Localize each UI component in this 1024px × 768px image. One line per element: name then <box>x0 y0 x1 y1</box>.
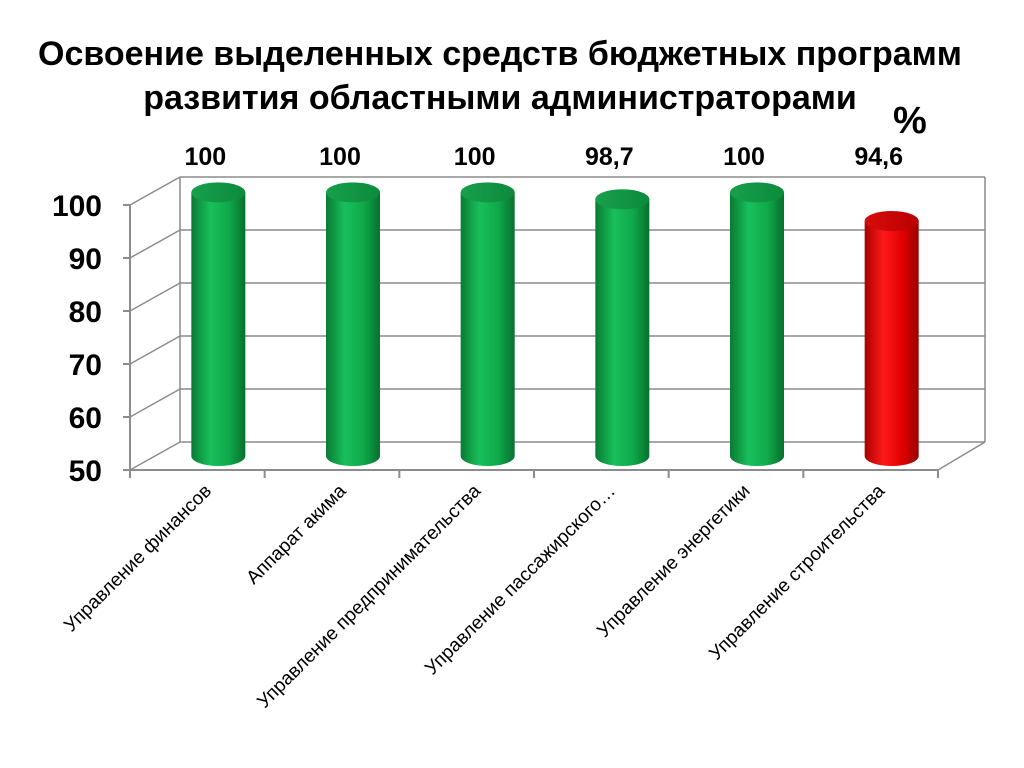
gridline-side <box>129 229 181 259</box>
data-label: 100 <box>723 143 765 171</box>
bar-5 <box>730 182 784 466</box>
gridlines <box>129 176 986 471</box>
y-tick-label: 50 <box>69 455 102 488</box>
bar-top <box>326 182 380 203</box>
axes: 50 60 70 80 90 100 <box>52 190 939 488</box>
gridline-side <box>129 441 181 471</box>
bar-6 <box>864 211 919 467</box>
unit-label: % <box>893 100 927 142</box>
category-label: Аппарат акима <box>243 480 351 588</box>
gridline-side <box>129 176 181 206</box>
bar-body <box>864 221 919 467</box>
category-label: Управление предпринимательства <box>253 480 485 712</box>
y-tick-label: 60 <box>69 402 102 435</box>
bar-body <box>595 199 650 467</box>
data-label: 100 <box>184 143 226 171</box>
y-tick-label: 70 <box>69 349 102 382</box>
bar-top <box>864 211 919 232</box>
category-label: Управление финансов <box>60 481 216 637</box>
y-tick-label: 80 <box>69 296 102 329</box>
data-label: 100 <box>454 143 496 171</box>
floor-right-edge <box>937 441 986 471</box>
y-tick-label: 90 <box>69 243 102 276</box>
bar-top <box>595 189 650 210</box>
gridline-side <box>129 388 181 418</box>
bar-1 <box>191 182 246 467</box>
bar-body <box>326 192 380 466</box>
bar-4 <box>595 189 650 467</box>
bar-top <box>460 182 515 203</box>
bar-2 <box>326 182 380 466</box>
y-tick-label: 100 <box>52 190 102 223</box>
bars <box>191 182 919 467</box>
data-label: 100 <box>319 143 361 171</box>
gridline-side <box>129 282 181 312</box>
gridline-side <box>129 335 181 365</box>
chart-title-line1: Освоение выделенных средств бюджетных пр… <box>38 35 962 73</box>
category-label: Управление энергетики <box>593 481 754 642</box>
chart-title: Освоение выделенных средств бюджетных пр… <box>0 32 1000 120</box>
bar-body <box>730 192 784 466</box>
data-label: 98,7 <box>585 143 634 171</box>
bar-body <box>460 192 515 466</box>
bar-top <box>191 182 246 203</box>
data-label: 94,6 <box>854 143 903 171</box>
bar-3 <box>460 182 515 466</box>
bar-body <box>191 192 246 467</box>
bar-top <box>730 182 784 203</box>
chart-title-line2: развития областными администраторами <box>143 79 857 117</box>
